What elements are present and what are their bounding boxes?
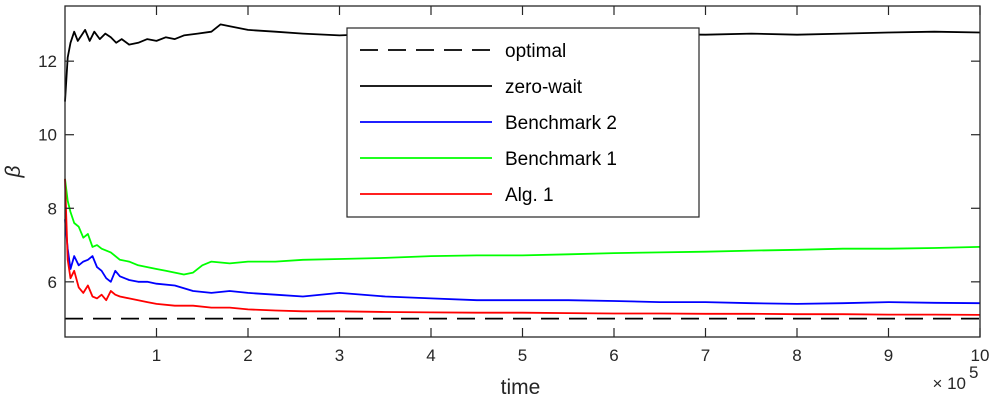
- legend-label-alg-1: Alg. 1: [505, 185, 554, 206]
- x-axis-label: time: [501, 376, 541, 399]
- y-tick-label: 10: [38, 126, 57, 145]
- x-multiplier-exponent: 5: [969, 363, 978, 382]
- series-line-alg-1: [64, 178, 981, 316]
- x-tick-label: 3: [335, 346, 344, 365]
- legend-label-optimal: optimal: [505, 41, 566, 62]
- x-tick-label: 1: [152, 346, 161, 365]
- x-tick-label: 5: [518, 346, 527, 365]
- series-line-benchmark-2: [64, 219, 981, 305]
- y-tick-label: 8: [48, 199, 57, 218]
- y-tick-label: 6: [48, 273, 57, 292]
- y-axis-label: β: [2, 166, 25, 179]
- legend-label-zero-wait: zero-wait: [505, 77, 583, 98]
- x-tick-label: 4: [426, 346, 435, 365]
- legend-label-benchmark-2: Benchmark 2: [505, 113, 617, 134]
- x-tick-label: 9: [884, 346, 893, 365]
- x-multiplier-label: × 10: [932, 374, 966, 393]
- x-tick-label: 7: [701, 346, 710, 365]
- legend-label-benchmark-1: Benchmark 1: [505, 149, 617, 170]
- legend: optimal zero-wait Benchmark 2 Benchmark 1 Al…: [346, 27, 700, 218]
- y-tick-label: 12: [38, 52, 57, 71]
- x-tick-label: 8: [792, 346, 801, 365]
- x-tick-label: 6: [609, 346, 618, 365]
- x-tick-label: 2: [243, 346, 252, 365]
- x-tick-label: 10: [971, 346, 990, 365]
- series-line-benchmark-1: [64, 178, 981, 276]
